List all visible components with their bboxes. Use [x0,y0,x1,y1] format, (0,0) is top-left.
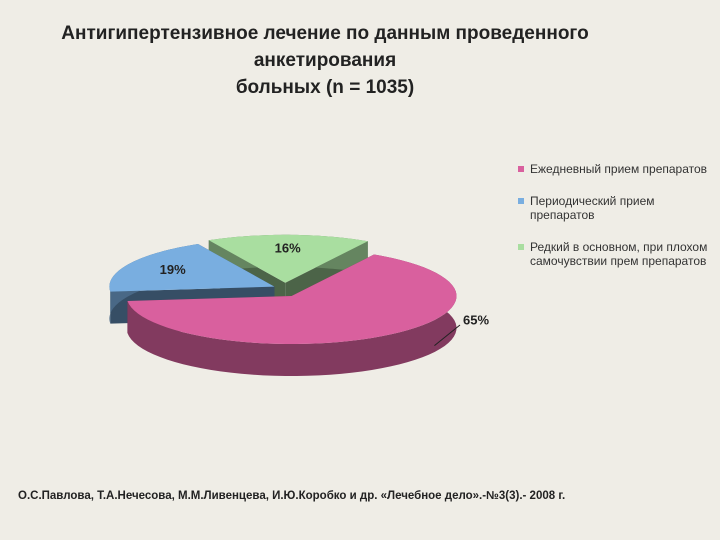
legend-label: Редкий в основном, при плохом самочувств… [530,240,708,268]
title-line: анкетирования [253,50,397,71]
source: О.С.Павлова, Т.А.Нечесова, М.М.Ливенцева… [18,490,566,502]
data-label: 16% [275,241,301,256]
legend-marker [518,198,524,204]
legend-label: Периодический прием препаратов [530,194,655,222]
legend-label: Ежедневный прием препаратов [530,162,708,176]
pie-slice [109,244,275,292]
title-line: больных (n = 1035) [235,77,415,98]
pie-slice [127,254,457,345]
title-line: Антигипертензивное лечение по данным про… [61,23,589,44]
data-label: 65% [463,312,489,327]
pie-slice [208,234,368,283]
legend-entry: Периодический прием препаратов [518,194,718,222]
legend-marker [518,244,524,250]
legend-entry: Редкий в основном, при плохом самочувств… [518,240,718,268]
data-label: 19% [160,262,186,277]
legend: Ежедневный прием препаратов Периодический… [518,162,718,286]
legend-marker [518,166,524,172]
leader-line [434,324,461,347]
legend-entry: Ежедневный прием препаратов [518,162,718,176]
chart-title: Антигипертензивное лечение по данным про… [0,20,650,101]
